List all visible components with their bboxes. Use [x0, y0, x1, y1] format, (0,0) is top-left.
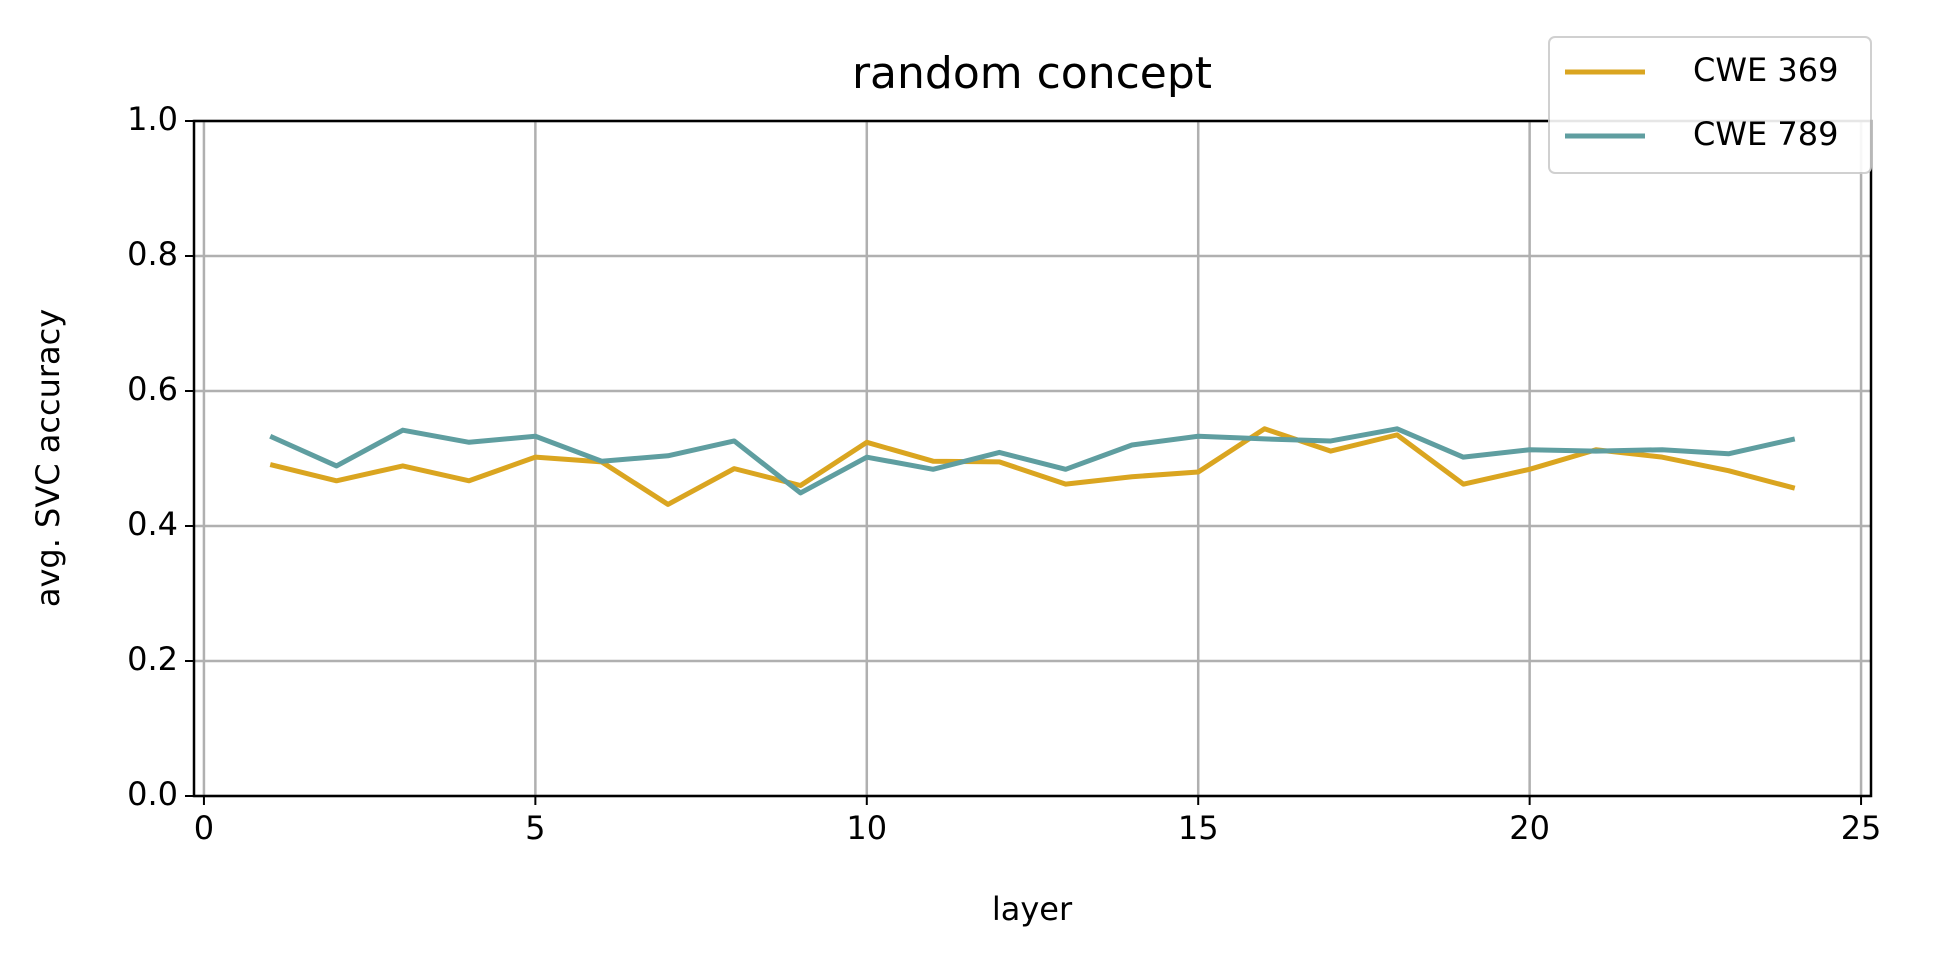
series-line — [269, 426, 1796, 496]
x-tick-label: 5 — [525, 809, 545, 847]
y-tick-label: 0.0 — [127, 775, 178, 813]
y-tick-label: 0.4 — [127, 505, 178, 543]
x-tick-label: 25 — [1841, 809, 1882, 847]
y-tick-label: 0.2 — [127, 640, 178, 678]
plot-frame — [192, 119, 1873, 798]
x-tick-label: 10 — [846, 809, 887, 847]
legend-label: CWE 369 — [1693, 51, 1838, 89]
x-tick-label: 15 — [1178, 809, 1219, 847]
y-tick-label: 0.8 — [127, 235, 178, 273]
chart-title: random concept — [852, 48, 1212, 99]
y-tick-label: 0.6 — [127, 370, 178, 408]
y-tick-label: 1.0 — [127, 100, 178, 138]
series-line — [269, 426, 1796, 507]
x-tick-label: 20 — [1509, 809, 1550, 847]
x-tick-label: 0 — [194, 809, 214, 847]
x-axis-label: layer — [992, 890, 1073, 928]
legend-label: CWE 789 — [1693, 115, 1838, 153]
y-axis-label: avg. SVC accuracy — [29, 309, 67, 607]
legend: CWE 369 CWE 789 — [1548, 36, 1872, 174]
